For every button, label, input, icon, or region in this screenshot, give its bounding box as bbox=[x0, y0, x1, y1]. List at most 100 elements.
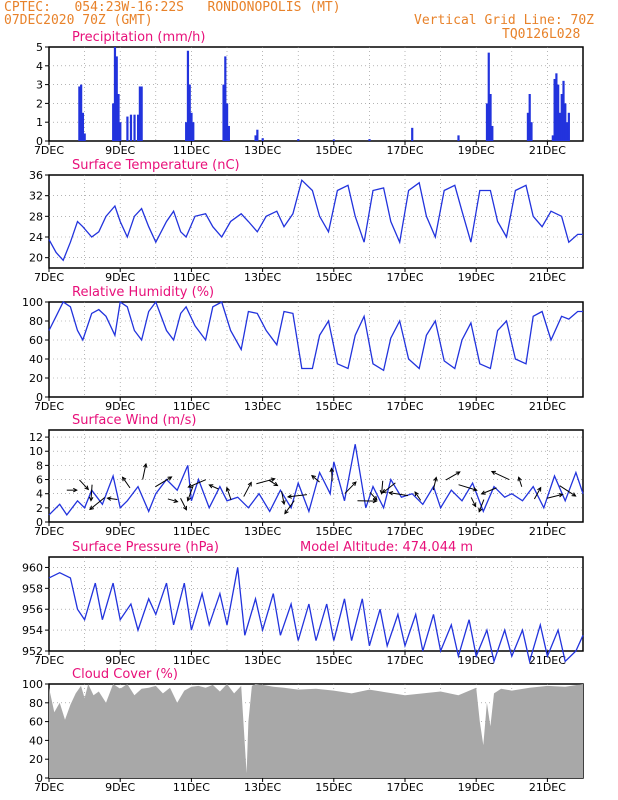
x-tick-label: 21DEC bbox=[529, 400, 566, 413]
y-tick-label: 6 bbox=[36, 474, 43, 487]
wind-arrowhead bbox=[311, 474, 316, 480]
panel-frame-1 bbox=[48, 174, 584, 269]
panel-annotation: Model Altitude: 474.044 m bbox=[300, 540, 473, 555]
precip-bar bbox=[557, 84, 560, 141]
y-tick-label: 0 bbox=[36, 135, 43, 148]
wind-arrow bbox=[344, 481, 357, 494]
wind-arrowhead bbox=[480, 490, 486, 495]
wind-arrow bbox=[226, 487, 232, 501]
wind-arrow bbox=[155, 476, 172, 488]
wind-arrow bbox=[369, 492, 378, 501]
x-tick-label: 17DEC bbox=[386, 781, 423, 794]
y-tick-label: 60 bbox=[29, 334, 43, 347]
wind-arrowhead bbox=[286, 494, 292, 499]
y-tick-label: 2 bbox=[36, 502, 43, 515]
y-tick-label: 10 bbox=[29, 445, 43, 458]
y-tick-label: 4 bbox=[36, 60, 43, 73]
x-tick-label: 15DEC bbox=[315, 400, 352, 413]
y-tick-label: 956 bbox=[22, 603, 43, 616]
y-tick-label: 28 bbox=[29, 210, 43, 223]
precip-bar bbox=[126, 116, 129, 141]
wind-arrow bbox=[180, 498, 187, 511]
x-tick-label: 9DEC bbox=[105, 144, 135, 157]
series-line bbox=[48, 444, 584, 517]
y-tick-label: 952 bbox=[22, 645, 43, 658]
y-tick-label: 958 bbox=[22, 582, 43, 595]
x-tick-label: 7DEC bbox=[34, 271, 64, 284]
y-tick-label: 20 bbox=[29, 753, 43, 766]
wind-arrow bbox=[281, 491, 285, 505]
wind-arrow bbox=[458, 484, 477, 491]
precip-bar bbox=[411, 127, 414, 141]
precip-bar bbox=[489, 94, 492, 141]
wind-arrowhead bbox=[270, 477, 276, 482]
wind-arrowhead bbox=[381, 488, 387, 494]
precip-bar bbox=[526, 112, 530, 141]
precip-bar bbox=[133, 114, 136, 141]
precip-bar bbox=[186, 50, 190, 142]
wind-arrow bbox=[470, 497, 477, 507]
x-tick-label: 11DEC bbox=[173, 525, 210, 538]
precip-bar bbox=[188, 84, 191, 141]
y-tick-label: 960 bbox=[22, 561, 43, 574]
wind-arrowhead bbox=[537, 486, 542, 492]
y-tick-label: 8 bbox=[36, 459, 43, 472]
precip-bar bbox=[224, 56, 227, 141]
panel-frame-3 bbox=[48, 429, 584, 523]
precip-bar bbox=[368, 139, 371, 141]
x-tick-label: 17DEC bbox=[386, 400, 423, 413]
wind-arrowhead bbox=[352, 481, 357, 487]
series-line bbox=[48, 567, 584, 664]
precip-bar bbox=[528, 94, 531, 141]
panel-title: Surface Wind (m/s) bbox=[72, 413, 196, 428]
x-tick-label: 21DEC bbox=[529, 271, 566, 284]
x-tick-label: 19DEC bbox=[458, 271, 495, 284]
precip-bar bbox=[80, 84, 83, 141]
x-tick-label: 7DEC bbox=[34, 144, 64, 157]
precip-bar bbox=[491, 125, 494, 141]
wind-arrow bbox=[546, 493, 563, 499]
x-tick-label: 19DEC bbox=[458, 525, 495, 538]
wind-arrowhead bbox=[208, 484, 214, 489]
wind-arrowhead bbox=[84, 485, 90, 491]
x-tick-label: 21DEC bbox=[529, 654, 566, 667]
x-tick-label: 21DEC bbox=[529, 525, 566, 538]
precip-bar bbox=[567, 112, 570, 141]
y-tick-label: 20 bbox=[29, 252, 43, 265]
wind-arrow bbox=[414, 491, 422, 501]
precip-bar bbox=[551, 135, 554, 141]
wind-arrow bbox=[122, 476, 131, 489]
precip-bar bbox=[138, 86, 141, 141]
y-tick-label: 24 bbox=[29, 231, 43, 244]
precip-bar bbox=[192, 122, 195, 141]
precip-bar bbox=[530, 122, 533, 141]
wind-arrow bbox=[311, 475, 320, 483]
wind-arrowhead bbox=[478, 507, 483, 513]
wind-arrow bbox=[478, 499, 485, 512]
wind-arrow bbox=[288, 494, 307, 498]
y-tick-label: 80 bbox=[29, 697, 43, 710]
wind-arrowhead bbox=[472, 502, 477, 508]
panel-title: Surface Pressure (hPa) bbox=[72, 540, 219, 555]
x-tick-label: 11DEC bbox=[173, 654, 210, 667]
wind-arrow bbox=[188, 479, 207, 488]
wind-arrow bbox=[90, 484, 93, 501]
y-tick-label: 4 bbox=[36, 488, 43, 501]
wind-arrow bbox=[107, 497, 118, 501]
wind-arrowhead bbox=[143, 462, 148, 468]
y-tick-label: 954 bbox=[22, 624, 43, 637]
x-tick-label: 15DEC bbox=[315, 144, 352, 157]
wind-arrow bbox=[331, 468, 333, 482]
wind-arrow bbox=[533, 487, 542, 500]
x-tick-label: 13DEC bbox=[244, 144, 281, 157]
precip-bar bbox=[553, 78, 556, 141]
wind-arrowhead bbox=[472, 487, 478, 492]
x-tick-label: 9DEC bbox=[105, 781, 135, 794]
y-tick-label: 5 bbox=[36, 41, 43, 54]
wind-arrow bbox=[559, 485, 576, 497]
precip-bar bbox=[185, 122, 188, 141]
x-tick-label: 21DEC bbox=[529, 781, 566, 794]
x-tick-label: 17DEC bbox=[386, 144, 423, 157]
y-tick-label: 36 bbox=[29, 169, 43, 182]
